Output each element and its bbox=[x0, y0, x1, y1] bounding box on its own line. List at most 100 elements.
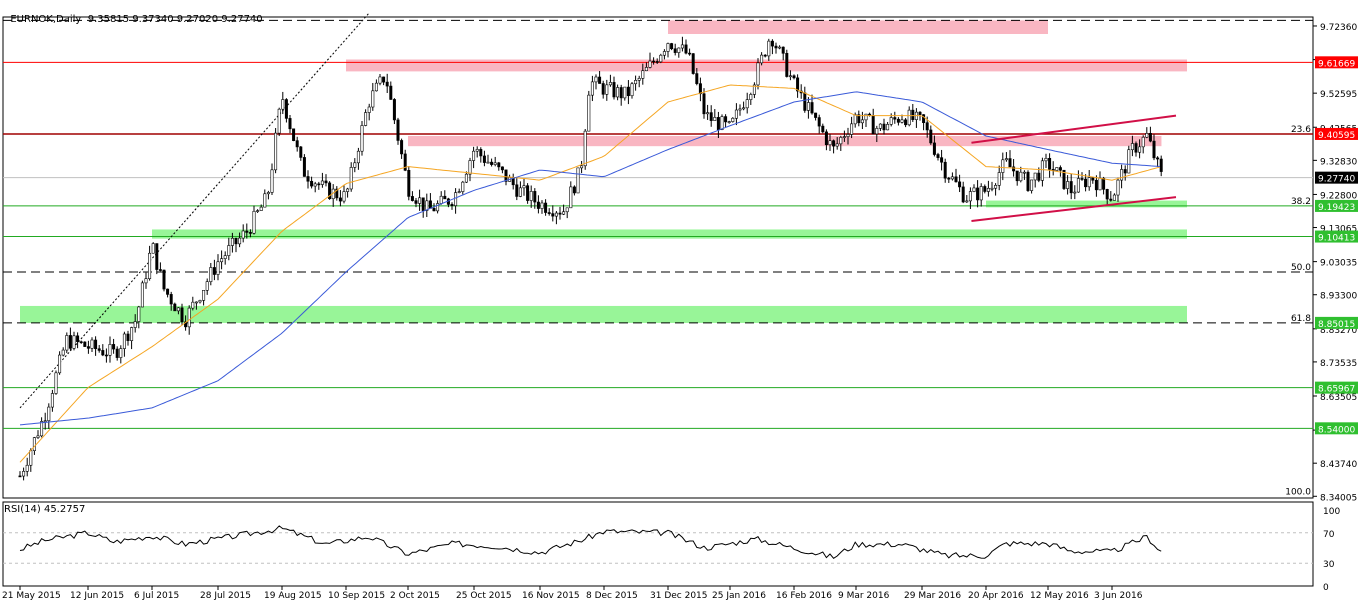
price-label: 9.40595 bbox=[1318, 131, 1355, 141]
candle-body bbox=[385, 81, 389, 87]
candle-body bbox=[1037, 172, 1041, 181]
candle-body bbox=[144, 278, 148, 284]
candle-body bbox=[608, 82, 612, 86]
candle-body bbox=[245, 230, 249, 233]
ma-fast-line bbox=[19, 84, 1161, 463]
price-label: 9.10413 bbox=[1318, 234, 1355, 244]
support-zone bbox=[20, 305, 1187, 323]
candle-body bbox=[140, 282, 144, 308]
candle-body bbox=[432, 208, 436, 212]
price-label: 8.54000 bbox=[1318, 425, 1355, 435]
candle-body bbox=[259, 206, 263, 211]
candle-body bbox=[644, 67, 648, 72]
candle-body bbox=[79, 341, 83, 344]
candle-body bbox=[457, 191, 461, 193]
candle-body bbox=[270, 169, 274, 193]
candle-body bbox=[954, 176, 958, 183]
candle-body bbox=[1015, 170, 1019, 182]
candle-body bbox=[360, 125, 364, 152]
candle-body bbox=[839, 137, 843, 145]
y-tick-label: 9.72360 bbox=[1320, 23, 1357, 33]
candle-body bbox=[540, 202, 544, 209]
y-tick-label: 8.43740 bbox=[1320, 460, 1357, 470]
candle-body bbox=[1087, 177, 1091, 188]
candle-body bbox=[853, 114, 857, 125]
rsi-tick-label: 30 bbox=[1323, 560, 1335, 570]
candle-body bbox=[389, 85, 393, 100]
candle-body bbox=[900, 119, 904, 123]
candle-body bbox=[925, 122, 929, 131]
x-tick-label: 21 May 2015 bbox=[2, 591, 61, 601]
candle-body bbox=[302, 157, 306, 177]
candle-body bbox=[112, 344, 116, 350]
candle-body bbox=[814, 112, 818, 118]
candle-body bbox=[684, 44, 688, 54]
candle-body bbox=[691, 53, 695, 74]
candle-body bbox=[850, 123, 854, 135]
candle-body bbox=[461, 181, 465, 192]
candle-body bbox=[1127, 149, 1131, 174]
candle-body bbox=[515, 184, 519, 197]
candle-body bbox=[882, 123, 886, 131]
candle-body bbox=[241, 230, 245, 239]
candle-body bbox=[475, 149, 479, 152]
candle-body bbox=[821, 125, 825, 133]
candle-body bbox=[626, 86, 630, 97]
candle-body bbox=[979, 186, 983, 201]
candle-body bbox=[353, 162, 357, 168]
y-tick-label: 8.63505 bbox=[1320, 393, 1357, 403]
candle-body bbox=[22, 471, 26, 477]
candle-body bbox=[1105, 189, 1109, 200]
candle-body bbox=[313, 183, 317, 187]
candle-body bbox=[1145, 133, 1149, 138]
price-label: 9.27740 bbox=[1318, 175, 1355, 185]
x-tick-label: 19 Aug 2015 bbox=[264, 591, 322, 601]
candle-body bbox=[83, 341, 87, 347]
candle-body bbox=[1080, 178, 1084, 180]
candle-body bbox=[940, 157, 944, 163]
candle-body bbox=[835, 143, 839, 147]
candle-body bbox=[907, 109, 911, 126]
candle-body bbox=[180, 307, 184, 323]
candle-body bbox=[252, 210, 256, 234]
candle-body bbox=[594, 76, 598, 83]
resistance-zone bbox=[408, 135, 1162, 147]
candle-body bbox=[1123, 169, 1127, 174]
candle-body bbox=[785, 52, 789, 77]
candle-body bbox=[724, 116, 728, 123]
candle-body bbox=[115, 348, 119, 358]
candle-body bbox=[911, 109, 915, 120]
y-tick-label: 9.13065 bbox=[1320, 225, 1357, 235]
candle-body bbox=[864, 113, 868, 121]
x-tick-label: 29 Mar 2016 bbox=[904, 591, 961, 601]
x-tick-label: 31 Dec 2015 bbox=[650, 591, 708, 601]
candle-body bbox=[130, 327, 134, 341]
candle-body bbox=[464, 173, 468, 183]
x-tick-label: 20 Apr 2016 bbox=[968, 591, 1024, 601]
candle-body bbox=[292, 128, 296, 141]
candle-body bbox=[878, 123, 882, 129]
candle-body bbox=[652, 60, 656, 63]
candle-body bbox=[266, 192, 270, 195]
candle-body bbox=[216, 261, 220, 275]
candle-body bbox=[968, 191, 972, 202]
x-tick-label: 8 Dec 2015 bbox=[586, 591, 638, 601]
candle-body bbox=[677, 47, 681, 53]
candle-body bbox=[90, 339, 94, 349]
y-tick-label: 9.32830 bbox=[1320, 157, 1357, 167]
candle-body bbox=[680, 44, 684, 49]
candle-body bbox=[151, 243, 155, 254]
candle-body bbox=[194, 301, 198, 304]
trend-line bbox=[19, 13, 369, 409]
candle-body bbox=[119, 348, 123, 358]
candle-body bbox=[688, 52, 692, 55]
rsi-tick-label: 100 bbox=[1323, 507, 1340, 517]
candle-body bbox=[889, 117, 893, 125]
candle-body bbox=[994, 185, 998, 189]
y-tick-label: 9.52595 bbox=[1320, 90, 1357, 100]
candle-body bbox=[572, 186, 576, 194]
candle-body bbox=[860, 119, 864, 124]
price-label-bg bbox=[1315, 56, 1358, 69]
candle-body bbox=[482, 155, 486, 163]
